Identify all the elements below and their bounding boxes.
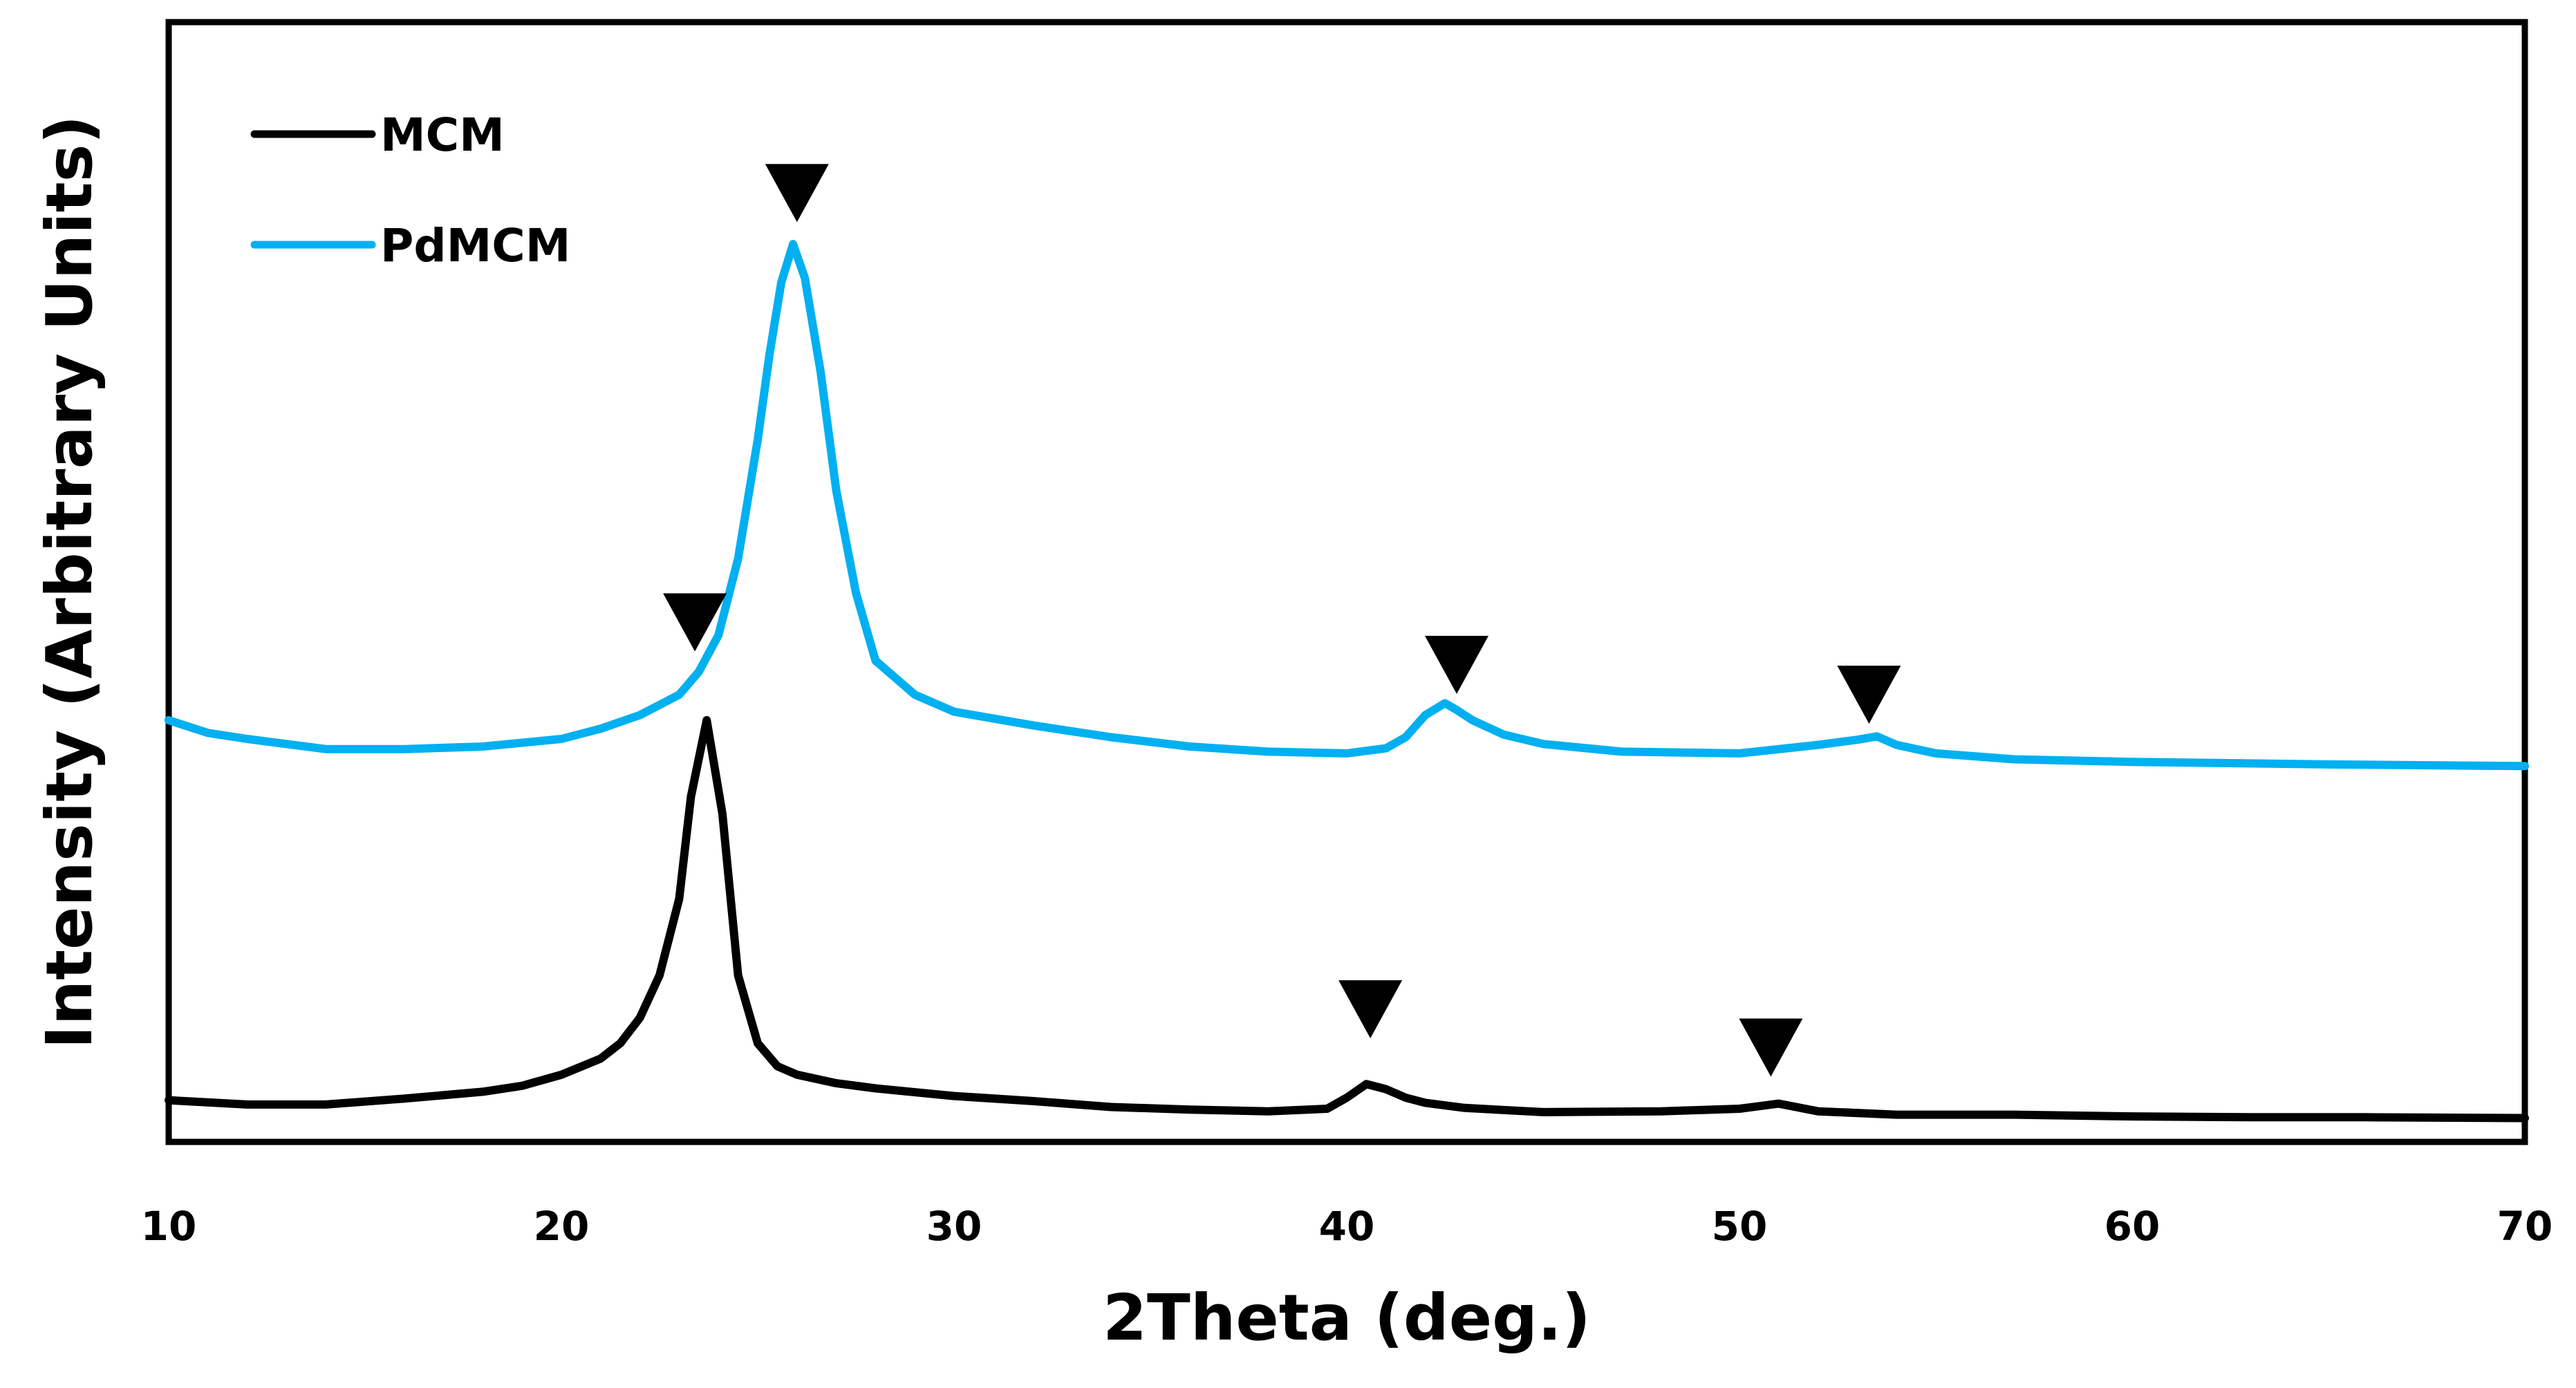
series-line-mcm	[165, 715, 2529, 1123]
peak-marker-mcm-50-8	[1739, 1018, 1803, 1077]
x-axis-title: 2Theta (deg.)	[1103, 1281, 1591, 1355]
y-axis-title: Intensity (Arbitrary Units)	[32, 115, 106, 1049]
series-layer	[165, 240, 2529, 1123]
x-tick-label-30: 30	[926, 1203, 982, 1250]
x-tick-label-40: 40	[1319, 1203, 1375, 1250]
x-tick-label-70: 70	[2497, 1203, 2553, 1250]
peak-marker-pdmcm-53-3	[1837, 666, 1901, 724]
peak-marker-mcm-40-6	[1338, 980, 1403, 1039]
legend-label-mcm: MCM	[380, 109, 505, 162]
peak-marker-pdmcm-26	[765, 164, 829, 223]
x-tick-labels: 10 20 30 40 50 60 70	[141, 1203, 2553, 1250]
x-tick-label-60: 60	[2104, 1203, 2160, 1250]
legend-label-pdmcm: PdMCM	[380, 219, 570, 272]
legend: MCM PdMCM	[250, 109, 570, 272]
peak-marker-pdmcm-23-4	[663, 593, 727, 652]
series-line-pdmcm	[165, 240, 2529, 771]
x-tick-label-20: 20	[534, 1203, 590, 1250]
x-tick-label-10: 10	[141, 1203, 197, 1250]
x-tick-label-50: 50	[1712, 1203, 1768, 1250]
annotation-layer	[663, 164, 1901, 1077]
peak-marker-pdmcm-42-8	[1425, 635, 1488, 694]
plot-area-frame	[165, 19, 2528, 1145]
